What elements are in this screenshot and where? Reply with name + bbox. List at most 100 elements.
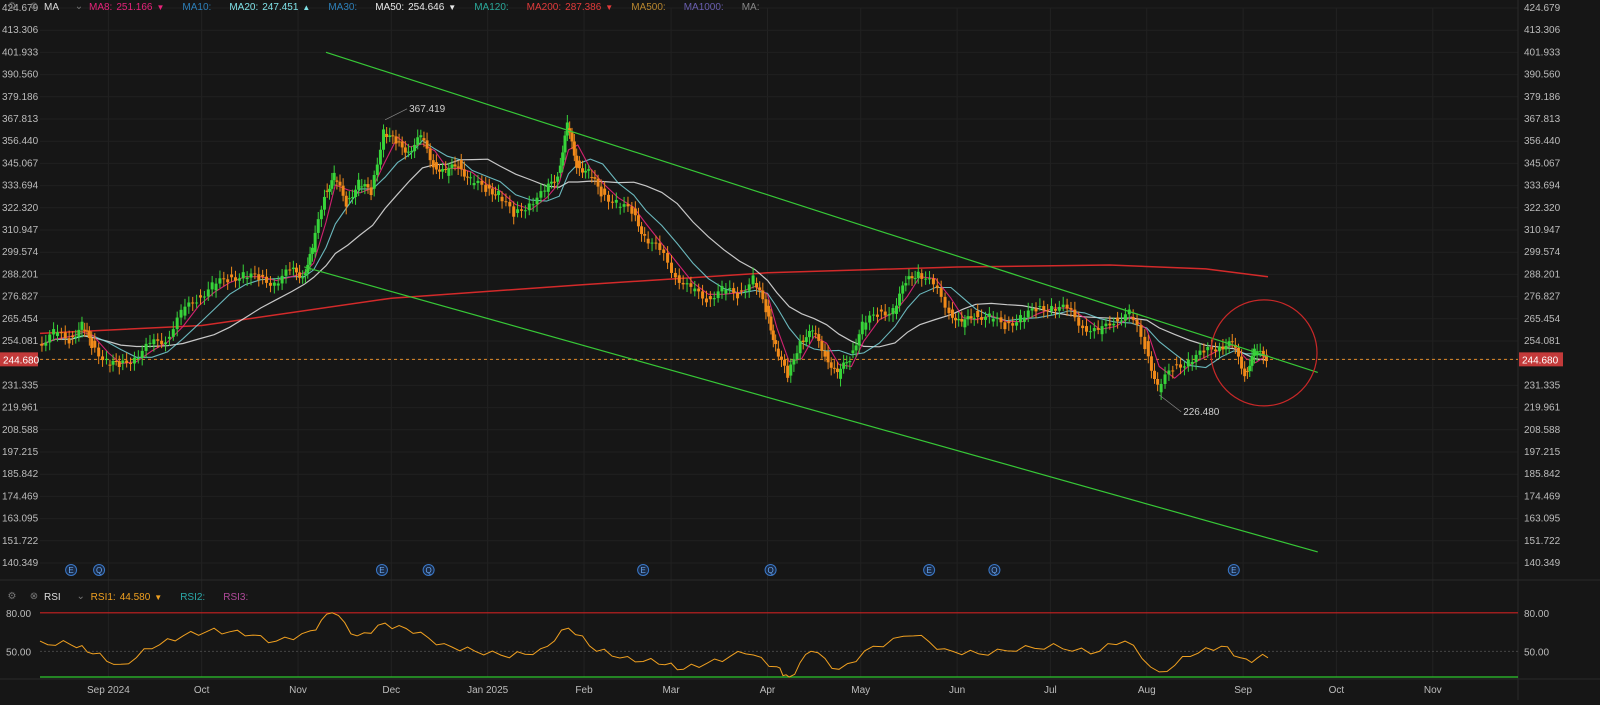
candle-body bbox=[898, 293, 902, 306]
indicator-name[interactable]: MA bbox=[44, 1, 59, 13]
time-axis-label: Jun bbox=[949, 685, 965, 696]
candle-body bbox=[284, 269, 288, 276]
candle-body bbox=[747, 284, 751, 291]
legend-entry[interactable]: MA: bbox=[742, 2, 760, 13]
legend-entry-label: MA: bbox=[741, 1, 760, 13]
annotation-leader bbox=[384, 108, 408, 121]
price-tick-label-right: 310.947 bbox=[1524, 225, 1561, 236]
legend-entry[interactable]: MA8: 251.166 ▼ bbox=[89, 2, 164, 13]
candle-body bbox=[428, 148, 432, 161]
candle-body bbox=[71, 335, 75, 338]
price-tick-label-left: 390.560 bbox=[2, 70, 39, 81]
candle-body bbox=[928, 278, 932, 280]
candle-body bbox=[67, 338, 71, 344]
candle-body bbox=[774, 340, 778, 345]
legend-entry-label: MA8: bbox=[89, 1, 113, 13]
legend-entry[interactable]: MA500: bbox=[631, 2, 665, 13]
candle-body bbox=[1153, 370, 1157, 380]
candle-body bbox=[811, 330, 815, 332]
candle-body bbox=[681, 282, 685, 285]
settings-icon[interactable]: ⚙ bbox=[7, 591, 17, 602]
candle-body bbox=[129, 363, 133, 365]
candle-body bbox=[144, 343, 148, 351]
candle-body bbox=[1053, 309, 1057, 311]
price-tick-label-right: 424.679 bbox=[1524, 3, 1561, 14]
candle-body bbox=[643, 234, 647, 236]
trend-arrow-icon: ▲ bbox=[302, 2, 311, 12]
legend-entry[interactable]: MA120: bbox=[474, 2, 508, 13]
candle-body bbox=[701, 291, 705, 299]
legend-entry-label: RSI2: bbox=[180, 591, 206, 603]
legend-entry[interactable]: MA200: 287.386 ▼ bbox=[527, 2, 614, 13]
candle-body bbox=[493, 194, 497, 196]
candle-body bbox=[484, 184, 488, 192]
candle-body bbox=[291, 267, 295, 270]
candle-body bbox=[1015, 322, 1019, 326]
trendline bbox=[325, 51, 1318, 373]
candle-body bbox=[599, 186, 603, 197]
legend-entry[interactable]: MA20: 247.451 ▲ bbox=[229, 2, 310, 13]
candle-body bbox=[835, 368, 839, 373]
candle-body bbox=[303, 273, 307, 276]
candle-body bbox=[640, 226, 644, 235]
close-icon[interactable]: ⊗ bbox=[29, 591, 39, 602]
candle-body bbox=[1179, 364, 1183, 368]
time-axis-label: May bbox=[851, 685, 870, 696]
settings-icon[interactable]: ⚙ bbox=[7, 1, 17, 12]
candle-body bbox=[531, 204, 535, 206]
candle-body bbox=[187, 302, 191, 307]
candle-body bbox=[924, 278, 928, 280]
legend-entry-label: MA30: bbox=[328, 1, 358, 13]
legend-entry-label: MA50: bbox=[375, 1, 405, 13]
candle-body bbox=[1149, 356, 1153, 371]
price-tick-label-left: 163.095 bbox=[2, 514, 39, 525]
candle-body bbox=[584, 170, 588, 173]
candle-body bbox=[553, 181, 557, 183]
event-marker bbox=[988, 564, 1001, 576]
candle-body bbox=[1081, 325, 1085, 329]
legend-entry[interactable]: RSI3: bbox=[223, 592, 248, 603]
ma200-line bbox=[39, 264, 1269, 335]
candle-body bbox=[708, 296, 712, 300]
candle-body bbox=[972, 318, 976, 320]
candle-body bbox=[344, 195, 348, 207]
chevron-down-icon[interactable]: ⌄ bbox=[76, 591, 85, 602]
candle-body bbox=[413, 144, 417, 152]
candle-body bbox=[1135, 319, 1139, 326]
close-icon[interactable]: ⊗ bbox=[29, 1, 39, 12]
candle-body bbox=[249, 273, 253, 278]
candle-body bbox=[341, 185, 345, 196]
candle-body bbox=[963, 319, 967, 328]
candle-body bbox=[416, 137, 420, 145]
candle-body bbox=[947, 307, 951, 314]
price-tick-label-right: 379.186 bbox=[1524, 92, 1561, 103]
legend-entry[interactable]: RSI1: 44.580 ▼ bbox=[91, 592, 163, 603]
legend-entry[interactable]: RSI2: bbox=[180, 592, 205, 603]
candle-body bbox=[357, 179, 361, 190]
candle-body bbox=[214, 283, 218, 291]
price-tick-label-left: 322.320 bbox=[2, 203, 39, 214]
indicator-name[interactable]: RSI bbox=[44, 591, 61, 603]
candle-body bbox=[1026, 310, 1030, 318]
candle-body bbox=[233, 277, 237, 281]
candle-body bbox=[222, 278, 226, 280]
candle-body bbox=[385, 133, 389, 138]
candle-body bbox=[480, 180, 484, 185]
candle-body bbox=[1003, 322, 1007, 330]
candle-body bbox=[1206, 346, 1210, 351]
price-tick-label-right: 390.560 bbox=[1524, 70, 1561, 81]
candle-body bbox=[666, 252, 670, 263]
legend-entry[interactable]: MA50: 254.646 ▼ bbox=[375, 2, 456, 13]
candle-body bbox=[160, 340, 164, 345]
candle-body bbox=[441, 169, 445, 172]
candle-body bbox=[195, 302, 199, 304]
chevron-down-icon[interactable]: ⌄ bbox=[74, 1, 84, 12]
candle-body bbox=[375, 164, 379, 175]
annotation-leader bbox=[1158, 394, 1182, 413]
legend-entry[interactable]: MA10: bbox=[182, 2, 211, 13]
candle-body bbox=[590, 177, 594, 179]
legend-entry[interactable]: MA1000: bbox=[684, 2, 724, 13]
legend-entry[interactable]: MA30: bbox=[328, 2, 357, 13]
